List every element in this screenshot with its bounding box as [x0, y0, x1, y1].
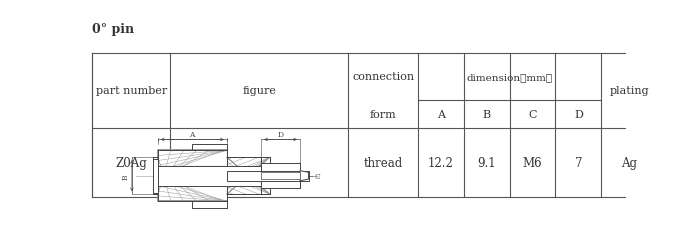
Polygon shape: [154, 159, 158, 193]
Text: C: C: [528, 110, 537, 120]
Text: part number: part number: [96, 86, 167, 96]
Polygon shape: [158, 151, 227, 201]
Text: thread: thread: [363, 156, 402, 169]
Text: C: C: [315, 172, 321, 180]
Text: figure: figure: [243, 86, 276, 96]
Text: D: D: [574, 110, 583, 120]
Bar: [227, 171, 309, 181]
Text: B: B: [483, 110, 491, 120]
Text: D: D: [277, 130, 284, 138]
Text: 0° pin: 0° pin: [92, 23, 134, 36]
Text: plating: plating: [610, 86, 649, 96]
Text: connection: connection: [352, 72, 414, 82]
Text: 9.1: 9.1: [477, 156, 496, 169]
Text: A: A: [437, 110, 445, 120]
Text: form: form: [370, 110, 396, 120]
Polygon shape: [300, 171, 309, 181]
Text: 7: 7: [575, 156, 582, 169]
Text: dimension（mm）: dimension（mm）: [466, 73, 553, 81]
Text: B: B: [122, 173, 130, 179]
Text: A: A: [190, 130, 195, 138]
Bar: [261, 163, 300, 188]
Bar: [158, 166, 261, 186]
Bar: [261, 173, 300, 179]
Polygon shape: [227, 158, 270, 194]
Text: M6: M6: [523, 156, 542, 169]
Text: Ag: Ag: [621, 156, 637, 169]
Text: Z0Ag: Z0Ag: [115, 156, 147, 169]
Text: 12.2: 12.2: [428, 156, 454, 169]
